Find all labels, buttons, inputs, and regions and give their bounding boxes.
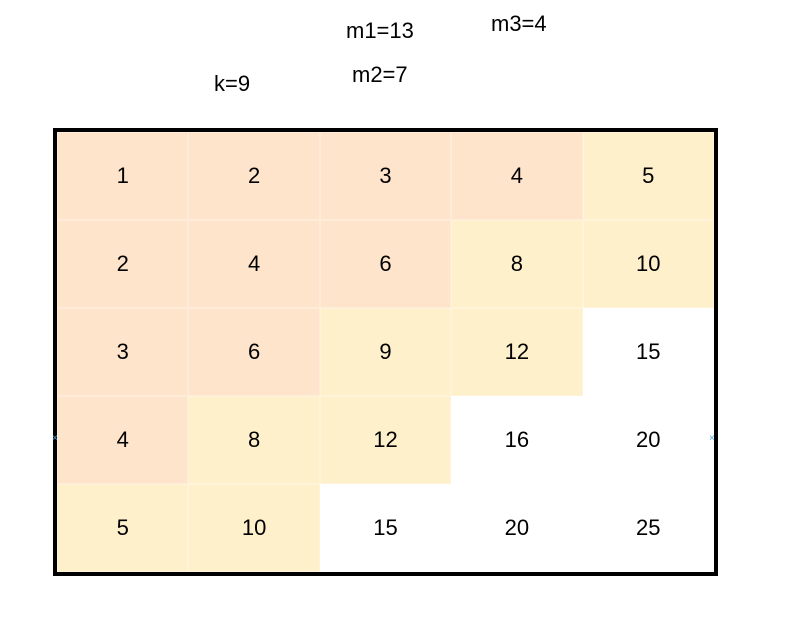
grid-cell: 5 (57, 484, 189, 572)
multiplication-table-grid: 1 2 3 4 5 2 4 6 8 10 3 6 9 12 15 4 8 12 16 20 5 10 15 20 25 (53, 128, 718, 576)
grid-cell: 4 (188, 220, 320, 308)
label-m3: m3=4 (491, 11, 547, 36)
grid-cell: 25 (582, 484, 714, 572)
left-edge-marker-icon: × (52, 433, 58, 444)
grid-cell: 20 (451, 484, 583, 572)
grid-cell: 3 (57, 308, 189, 396)
grid-cell: 8 (451, 220, 583, 308)
grid-cell: 12 (451, 308, 583, 396)
grid-cell: 5 (582, 132, 714, 220)
right-edge-marker-icon: × (709, 433, 715, 444)
grid-cell: 3 (319, 132, 452, 220)
grid-cell: 4 (57, 396, 189, 484)
grid-cell: 8 (188, 396, 320, 484)
grid-cell: 15 (319, 484, 452, 572)
grid-cell: 12 (319, 396, 452, 484)
label-k: k=9 (214, 71, 251, 96)
grid-cell: 10 (582, 220, 714, 308)
label-m2: m2=7 (352, 62, 408, 87)
grid-cell: 20 (582, 396, 714, 484)
grid-cell: 6 (319, 220, 452, 308)
grid-cell: 10 (188, 484, 320, 572)
label-m1: m1=13 (346, 18, 414, 43)
grid-cell: 2 (188, 132, 320, 220)
grid-cell: 6 (188, 308, 320, 396)
grid-cell: 15 (582, 308, 714, 396)
grid-cell: 9 (319, 308, 452, 396)
grid-cell: 16 (451, 396, 583, 484)
grid-cell: 2 (57, 220, 189, 308)
grid-cell: 1 (57, 132, 189, 220)
grid-cell: 4 (451, 132, 583, 220)
